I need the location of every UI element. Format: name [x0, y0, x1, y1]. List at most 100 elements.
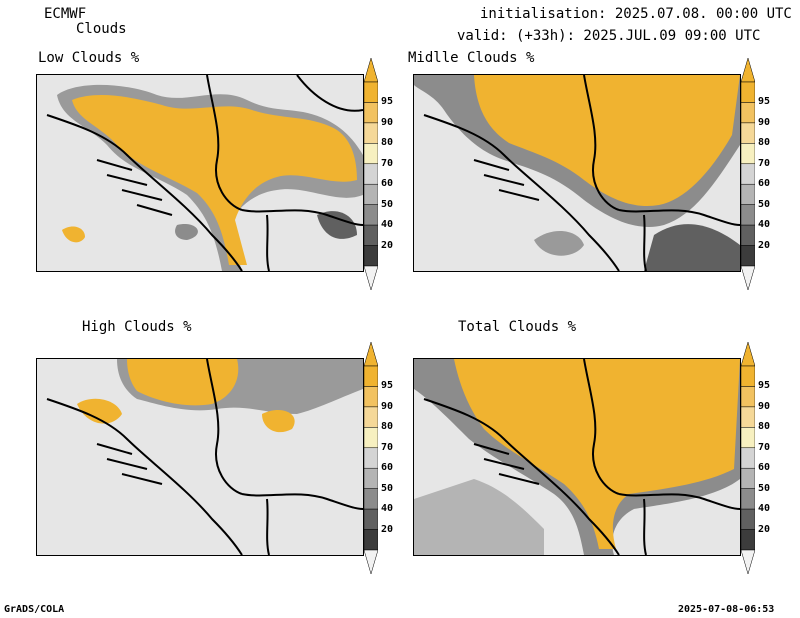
colorbar-level-label: 80 [381, 137, 394, 149]
colorbar-level-label: 20 [381, 239, 394, 251]
colorbar-low: 95 90 80 70 60 50 40 20 [364, 58, 404, 290]
colorbar-level-label: 40 [758, 219, 771, 231]
colorbar-box [364, 143, 378, 165]
panel-title-low: Low Clouds % [38, 50, 140, 66]
colorbar-level-label: 70 [758, 157, 771, 169]
colorbar-level-label: 95 [381, 380, 394, 392]
colorbar-graphic [364, 58, 378, 290]
country-borders [423, 75, 740, 271]
colorbar-box [364, 508, 378, 530]
colorbar-level-label: 80 [381, 421, 394, 433]
colorbar-top-tip [741, 58, 755, 83]
colorbar-level-label: 50 [758, 198, 771, 210]
colorbar-high: 95 90 80 70 60 50 40 20 [364, 342, 404, 574]
colorbar-box [741, 81, 755, 103]
colorbar-top-tip [741, 342, 755, 367]
colorbar-level-label: 50 [758, 482, 771, 494]
colorbar-box [364, 467, 378, 489]
colorbar-level-label: 40 [381, 219, 394, 231]
cloud-layer [414, 359, 740, 555]
colorbar-graphic [741, 342, 755, 574]
map-middle-clouds [413, 74, 741, 272]
valid-time: valid: (+33h): 2025.JUL.09 09:00 UTC [457, 28, 761, 44]
coastline-islands [96, 443, 163, 485]
colorbar-box [364, 406, 378, 428]
field-label: Clouds [76, 21, 127, 37]
colorbar-bottom-tip [741, 549, 755, 574]
colorbar-level-label: 90 [381, 400, 394, 412]
colorbar-level-label: 60 [381, 178, 394, 190]
model-label: ECMWF [44, 6, 87, 22]
colorbar-level-label: 50 [381, 482, 394, 494]
colorbar-box [364, 529, 378, 551]
colorbar-level-label: 20 [758, 239, 771, 251]
colorbar-box [741, 467, 755, 489]
colorbar-box [741, 163, 755, 185]
colorbar-bottom-tip [741, 265, 755, 290]
map-low-clouds [36, 74, 364, 272]
colorbar-box [741, 529, 755, 551]
colorbar-level-label: 95 [758, 380, 771, 392]
footer-timestamp: 2025-07-08-06:53 [678, 604, 775, 615]
footer-software: GrADS/COLA [4, 604, 65, 615]
colorbar-box [741, 143, 755, 165]
colorbar-box [364, 245, 378, 267]
colorbar-level-label: 70 [758, 441, 771, 453]
colorbar-box [364, 204, 378, 226]
colorbar-box [741, 183, 755, 205]
panel-title-high: High Clouds % [82, 319, 192, 335]
colorbar-level-label: 60 [381, 462, 394, 474]
colorbar-box [741, 245, 755, 267]
colorbar-box [741, 427, 755, 449]
colorbar-level-label: 80 [758, 421, 771, 433]
colorbar-level-label: 40 [381, 503, 394, 515]
map-total-clouds [413, 358, 741, 556]
colorbar-level-label: 20 [758, 523, 771, 535]
colorbar-top-tip [364, 342, 378, 367]
coastline-islands [96, 159, 173, 216]
colorbar-total: 95 90 80 70 60 50 40 20 [741, 342, 781, 574]
colorbar-level-label: 95 [381, 96, 394, 108]
colorbar-graphic [741, 58, 755, 290]
colorbar-box [364, 488, 378, 510]
colorbar-box [364, 427, 378, 449]
colorbar-box [741, 508, 755, 530]
colorbar-level-label: 50 [381, 198, 394, 210]
colorbar-box [741, 102, 755, 124]
colorbar-middle: 95 90 80 70 60 50 40 20 [741, 58, 781, 290]
colorbar-level-label: 70 [381, 441, 394, 453]
colorbar-level-label: 60 [758, 462, 771, 474]
colorbar-box [364, 81, 378, 103]
colorbar-level-label: 90 [381, 116, 394, 128]
colorbar-level-label: 80 [758, 137, 771, 149]
colorbar-top-tip [364, 58, 378, 83]
colorbar-box [741, 406, 755, 428]
colorbar-level-label: 90 [758, 400, 771, 412]
cloud-layer [414, 75, 740, 271]
colorbar-box [364, 447, 378, 469]
colorbar-box [741, 204, 755, 226]
panel-title-total: Total Clouds % [458, 319, 577, 335]
colorbar-level-label: 70 [381, 157, 394, 169]
colorbar-level-label: 60 [758, 178, 771, 190]
map-high-clouds [36, 358, 364, 556]
panel-title-middle: Midlle Clouds % [408, 50, 535, 66]
colorbar-box [364, 122, 378, 144]
init-time: initialisation: 2025.07.08. 00:00 UTC [480, 6, 792, 22]
colorbar-box [741, 386, 755, 408]
colorbar-box [364, 365, 378, 387]
colorbar-level-label: 90 [758, 116, 771, 128]
coastline-islands [473, 443, 540, 485]
country-borders [46, 75, 363, 271]
colorbar-graphic [364, 342, 378, 574]
colorbar-box [364, 183, 378, 205]
colorbar-box [741, 447, 755, 469]
colorbar-level-label: 20 [381, 523, 394, 535]
colorbar-box [364, 163, 378, 185]
colorbar-box [741, 122, 755, 144]
cloud-layer [77, 359, 363, 433]
colorbar-level-label: 95 [758, 96, 771, 108]
colorbar-box [741, 224, 755, 246]
colorbar-box [741, 365, 755, 387]
cloud-layer [57, 84, 363, 271]
